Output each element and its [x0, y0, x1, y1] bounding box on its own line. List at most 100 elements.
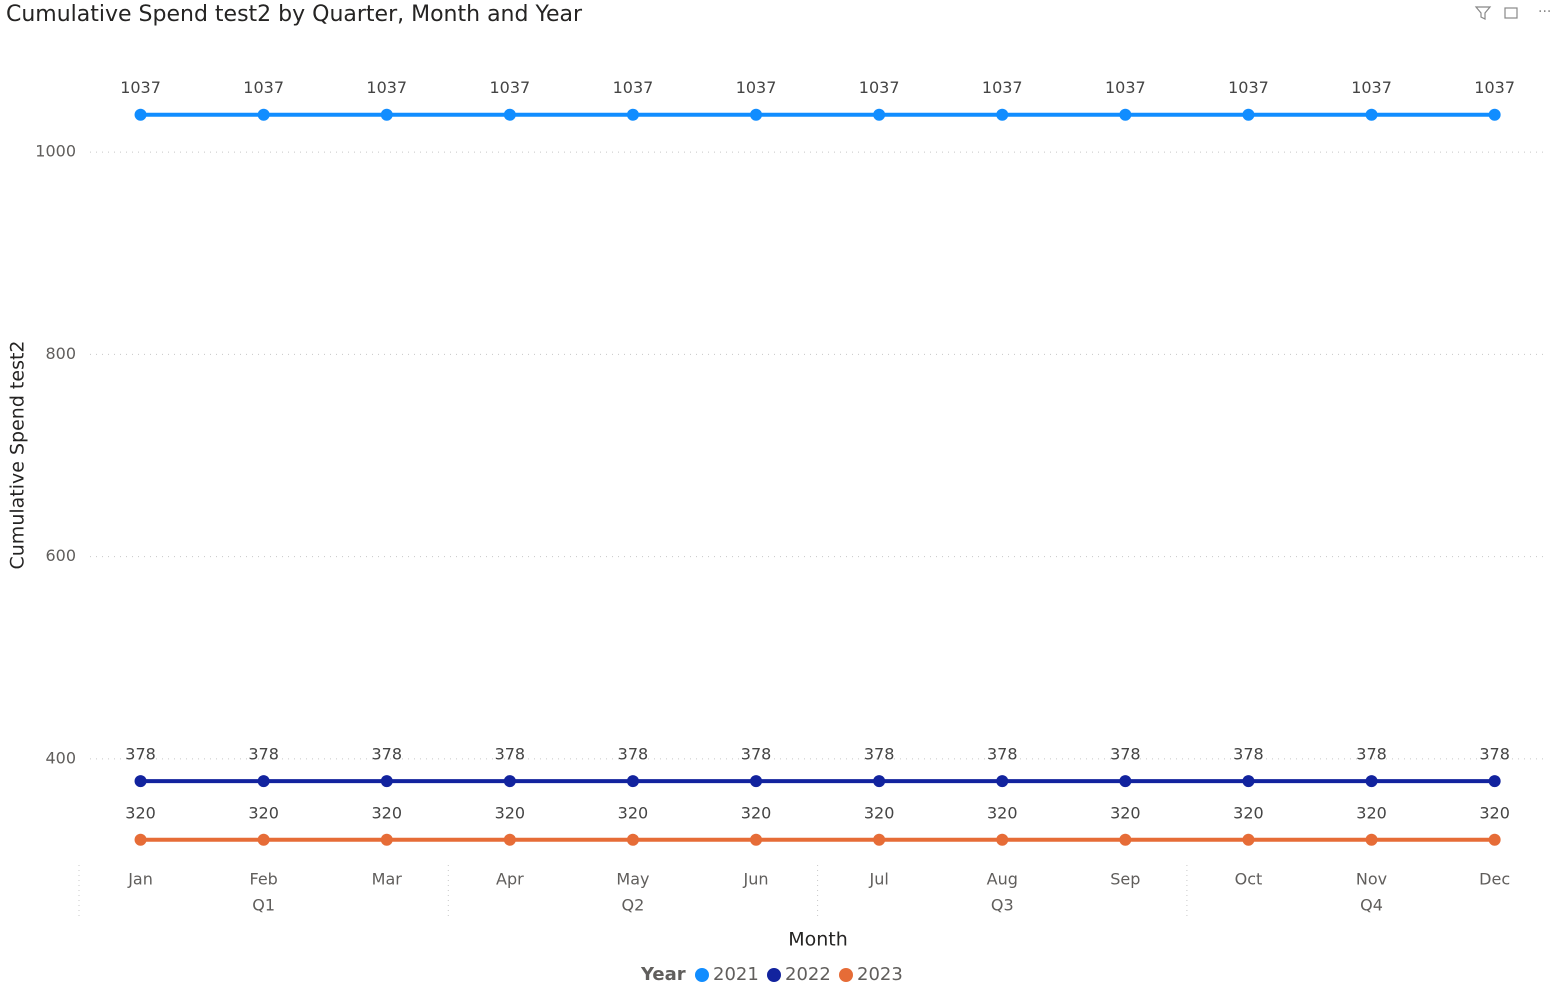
data-point: [626, 833, 639, 846]
data-label: 378: [495, 745, 526, 764]
filter-icon[interactable]: [1474, 6, 1492, 20]
more-icon[interactable]: ···: [1538, 4, 1551, 20]
y-tick-label: 800: [45, 344, 76, 363]
data-label: 1037: [859, 78, 900, 97]
data-point: [134, 775, 147, 788]
data-label: 378: [618, 745, 649, 764]
data-label: 378: [371, 745, 402, 764]
data-point: [1488, 775, 1501, 788]
data-label: 378: [248, 745, 279, 764]
x-tick-label: Jun: [743, 870, 769, 889]
data-label: 1037: [613, 78, 654, 97]
legend-label: 2021: [713, 964, 759, 985]
data-point: [1119, 108, 1132, 121]
legend-title: Year: [640, 964, 686, 985]
data-label: 378: [741, 745, 772, 764]
data-point: [750, 775, 763, 788]
data-point: [1242, 108, 1255, 121]
data-point: [750, 108, 763, 121]
data-label: 378: [1479, 745, 1510, 764]
quarter-label: Q3: [991, 896, 1014, 915]
data-point: [1242, 775, 1255, 788]
x-tick-label: Nov: [1356, 870, 1387, 889]
data-label: 378: [987, 745, 1018, 764]
data-point: [626, 775, 639, 788]
data-point: [257, 775, 270, 788]
data-label: 320: [1479, 803, 1510, 822]
data-label: 1037: [1474, 78, 1515, 97]
data-point: [750, 833, 763, 846]
data-label: 1037: [1228, 78, 1269, 97]
data-label: 1037: [982, 78, 1023, 97]
data-point: [134, 108, 147, 121]
quarter-label: Q2: [622, 896, 645, 915]
data-label: 378: [1110, 745, 1141, 764]
data-point: [134, 833, 147, 846]
x-tick-label: Oct: [1235, 870, 1263, 889]
chart-title: Cumulative Spend test2 by Quarter, Month…: [6, 2, 583, 27]
quarter-label: Q4: [1360, 896, 1383, 915]
x-tick-label: Jul: [868, 870, 888, 889]
y-tick-label: 600: [45, 546, 76, 565]
data-point: [1119, 775, 1132, 788]
legend-marker: [839, 968, 853, 982]
toolbar-icons[interactable]: [1474, 6, 1518, 20]
data-label: 1037: [1105, 78, 1146, 97]
data-point: [1365, 775, 1378, 788]
data-label: 378: [864, 745, 895, 764]
data-point: [503, 775, 516, 788]
data-point: [380, 775, 393, 788]
data-label: 320: [371, 803, 402, 822]
data-point: [257, 108, 270, 121]
data-point: [1488, 833, 1501, 846]
data-point: [1365, 108, 1378, 121]
data-point: [1119, 833, 1132, 846]
data-point: [873, 108, 886, 121]
data-point: [873, 775, 886, 788]
data-label: 320: [248, 803, 279, 822]
x-axis-title: Month: [788, 929, 848, 951]
data-label: 378: [1356, 745, 1387, 764]
data-label: 320: [1110, 803, 1141, 822]
legend-marker: [767, 968, 781, 982]
x-tick-label: Apr: [496, 870, 524, 889]
data-point: [996, 833, 1009, 846]
data-point: [996, 108, 1009, 121]
data-point: [996, 775, 1009, 788]
legend-label: 2022: [785, 964, 831, 985]
data-point: [503, 108, 516, 121]
x-tick-label: Feb: [249, 870, 277, 889]
data-label: 378: [125, 745, 156, 764]
data-point: [503, 833, 516, 846]
x-tick-label: May: [616, 870, 649, 889]
data-label: 320: [864, 803, 895, 822]
focus-icon[interactable]: [1504, 7, 1518, 19]
data-label: 1037: [120, 78, 161, 97]
x-tick-label: Dec: [1479, 870, 1510, 889]
data-label: 320: [1356, 803, 1387, 822]
data-point: [380, 108, 393, 121]
data-label: 1037: [736, 78, 777, 97]
legend-marker: [695, 968, 709, 982]
data-point: [873, 833, 886, 846]
legend-label: 2023: [857, 964, 903, 985]
data-label: 378: [1233, 745, 1264, 764]
data-label: 1037: [1351, 78, 1392, 97]
x-tick-label: Aug: [987, 870, 1018, 889]
data-point: [1242, 833, 1255, 846]
x-tick-label: Jan: [127, 870, 153, 889]
x-tick-label: Mar: [372, 870, 403, 889]
data-label: 320: [987, 803, 1018, 822]
data-label: 320: [1233, 803, 1264, 822]
data-point: [1488, 108, 1501, 121]
data-point: [380, 833, 393, 846]
data-label: 320: [125, 803, 156, 822]
quarter-label: Q1: [252, 896, 275, 915]
data-label: 320: [618, 803, 649, 822]
data-label: 1037: [366, 78, 407, 97]
data-label: 320: [495, 803, 526, 822]
y-tick-label: 1000: [35, 142, 76, 161]
x-tick-label: Sep: [1110, 870, 1140, 889]
data-label: 320: [741, 803, 772, 822]
data-label: 1037: [489, 78, 530, 97]
